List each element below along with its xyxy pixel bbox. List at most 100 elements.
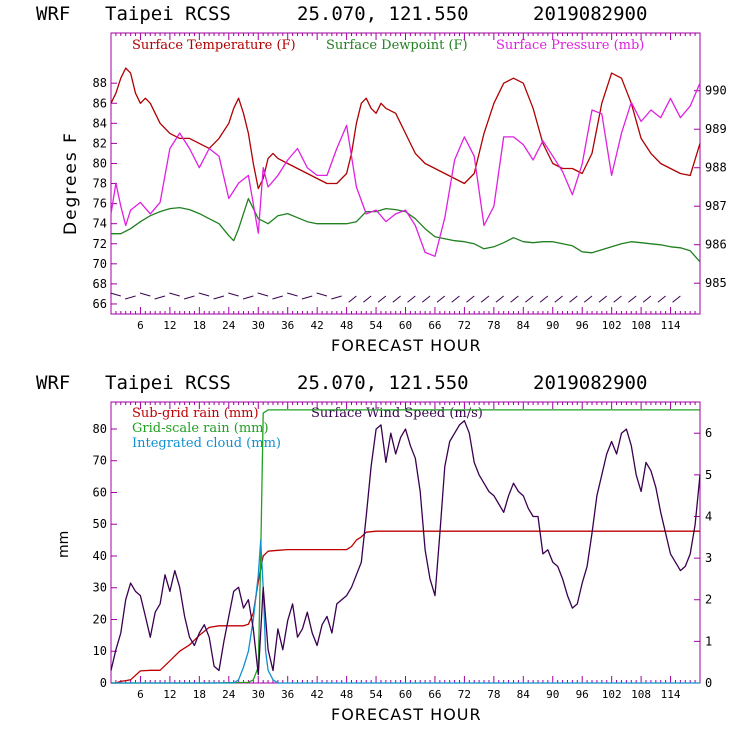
wind-barb: [554, 295, 563, 303]
wind-barb: [301, 295, 313, 300]
temperature-panel: WRF Taipei RCSS 25.070, 121.550 20190829…: [36, 3, 727, 355]
legend-wind-speed: Surface Wind Speed (m/s): [311, 406, 483, 421]
wind-barb: [421, 295, 431, 303]
x-tick-label: 60: [399, 319, 412, 332]
y2-tick-label: 5: [705, 468, 712, 482]
top-header-init: 2019082900: [533, 3, 647, 25]
x-tick-label: 18: [193, 688, 206, 701]
y-tick-label: 60: [93, 485, 107, 499]
x-tick-label: 108: [631, 688, 651, 701]
wind-barb: [287, 292, 298, 297]
top-ylabel: Degrees F: [61, 131, 81, 235]
x-tick-label: 90: [546, 688, 559, 701]
x-tick-label: 114: [661, 688, 681, 701]
x-tick-label: 54: [369, 688, 383, 701]
y2-tick-label: 0: [705, 676, 712, 690]
precipitation-panel: WRF Taipei RCSS 25.070, 121.550 20190829…: [36, 372, 712, 724]
y2-tick-label: 990: [705, 84, 727, 98]
x-tick-label: 30: [252, 688, 265, 701]
bottom-ylabel: mm: [56, 531, 72, 558]
series-surface-dewpoint-f: [111, 197, 701, 263]
wind-barb: [154, 295, 166, 300]
series-surface-wind-speed-m-s: [110, 420, 701, 676]
wind-barb: [125, 295, 136, 300]
wind-barb: [407, 295, 416, 303]
y-tick-label: 72: [93, 237, 107, 251]
y-tick-label: 70: [93, 257, 107, 271]
bottom-header-station: Taipei RCSS: [105, 372, 231, 394]
wind-barb: [613, 295, 622, 303]
wind-barb: [242, 295, 254, 300]
y-tick-label: 74: [93, 217, 107, 231]
x-tick-label: 12: [163, 688, 176, 701]
y-tick-label: 40: [93, 549, 107, 563]
wind-barb: [525, 295, 534, 303]
x-tick-label: 36: [281, 688, 294, 701]
y2-tick-label: 1: [705, 634, 712, 648]
top-left-axis: 66 68 70 72 74 76 78 80 82 84 86 88: [93, 76, 117, 311]
x-tick-label: 66: [428, 688, 441, 701]
wind-barb: [436, 295, 446, 303]
x-tick-label: 84: [517, 688, 531, 701]
x-tick-label: 30: [252, 319, 265, 332]
x-tick-label: 48: [340, 688, 353, 701]
series-integrated-cloud-mm: [111, 539, 700, 684]
wind-barb: [539, 295, 549, 303]
legend-temperature: Surface Temperature (F): [132, 38, 296, 53]
wind-barb: [257, 292, 269, 297]
legend-pressure: Surface Pressure (mb): [496, 38, 644, 53]
wind-barb: [213, 295, 225, 300]
y-tick-label: 84: [93, 116, 107, 130]
wind-barb: [628, 295, 637, 303]
x-tick-label: 102: [602, 688, 622, 701]
y-tick-label: 70: [93, 454, 107, 468]
wind-barb: [139, 292, 151, 297]
x-tick-label: 18: [193, 319, 206, 332]
y-tick-label: 80: [93, 422, 107, 436]
bottom-right-axis: 0 1 2 3 4 5 6: [694, 426, 712, 690]
x-tick-label: 78: [487, 319, 500, 332]
y2-tick-label: 4: [705, 509, 712, 523]
x-tick-label: 24: [222, 688, 236, 701]
x-tick-label: 36: [281, 319, 294, 332]
x-tick-label: 24: [222, 319, 236, 332]
bottom-series-group: [110, 409, 701, 684]
wind-barb: [569, 295, 578, 303]
bottom-header-init: 2019082900: [533, 372, 647, 394]
series-surface-temperature-f: [110, 67, 701, 190]
wind-barb: [198, 292, 210, 297]
wind-barb: [110, 292, 121, 297]
wind-barb: [657, 295, 666, 303]
wind-barb: [510, 295, 519, 303]
wind-barb: [466, 295, 475, 303]
top-header-coords: 25.070, 121.550: [297, 3, 469, 25]
legend-integrated-cloud: Integrated cloud (mm): [132, 436, 281, 451]
x-tick-label: 90: [546, 319, 559, 332]
x-tick-label: 60: [399, 688, 412, 701]
wind-barb: [183, 295, 195, 300]
wind-barb: [363, 295, 372, 303]
bottom-left-axis: 0 10 20 30 40 50 60 70 80: [93, 422, 117, 690]
y-tick-label: 78: [93, 177, 107, 191]
y-tick-label: 88: [93, 76, 107, 90]
y2-tick-label: 6: [705, 426, 712, 440]
x-tick-label: 108: [631, 319, 651, 332]
bottom-x-axis: 6 12 18 24 30 36 42 48 54 60 66 72 78 84 90 96 102 108 114: [115, 402, 696, 701]
wind-barb: [392, 295, 401, 303]
x-tick-label: 48: [340, 319, 353, 332]
y-tick-label: 80: [93, 156, 107, 170]
x-tick-label: 72: [458, 319, 471, 332]
y2-tick-label: 3: [705, 551, 712, 565]
y-tick-label: 30: [93, 581, 107, 595]
y-tick-label: 10: [93, 644, 107, 658]
x-tick-label: 42: [311, 688, 324, 701]
x-tick-label: 66: [428, 319, 441, 332]
wind-barb: [331, 295, 342, 300]
y-tick-label: 66: [93, 297, 107, 311]
y-tick-label: 82: [93, 136, 107, 150]
wind-barb: [228, 292, 239, 297]
y2-tick-label: 989: [705, 122, 727, 136]
top-xlabel: FORECAST HOUR: [331, 336, 482, 355]
bottom-xlabel: FORECAST HOUR: [331, 705, 482, 724]
wind-barb: [316, 292, 328, 297]
